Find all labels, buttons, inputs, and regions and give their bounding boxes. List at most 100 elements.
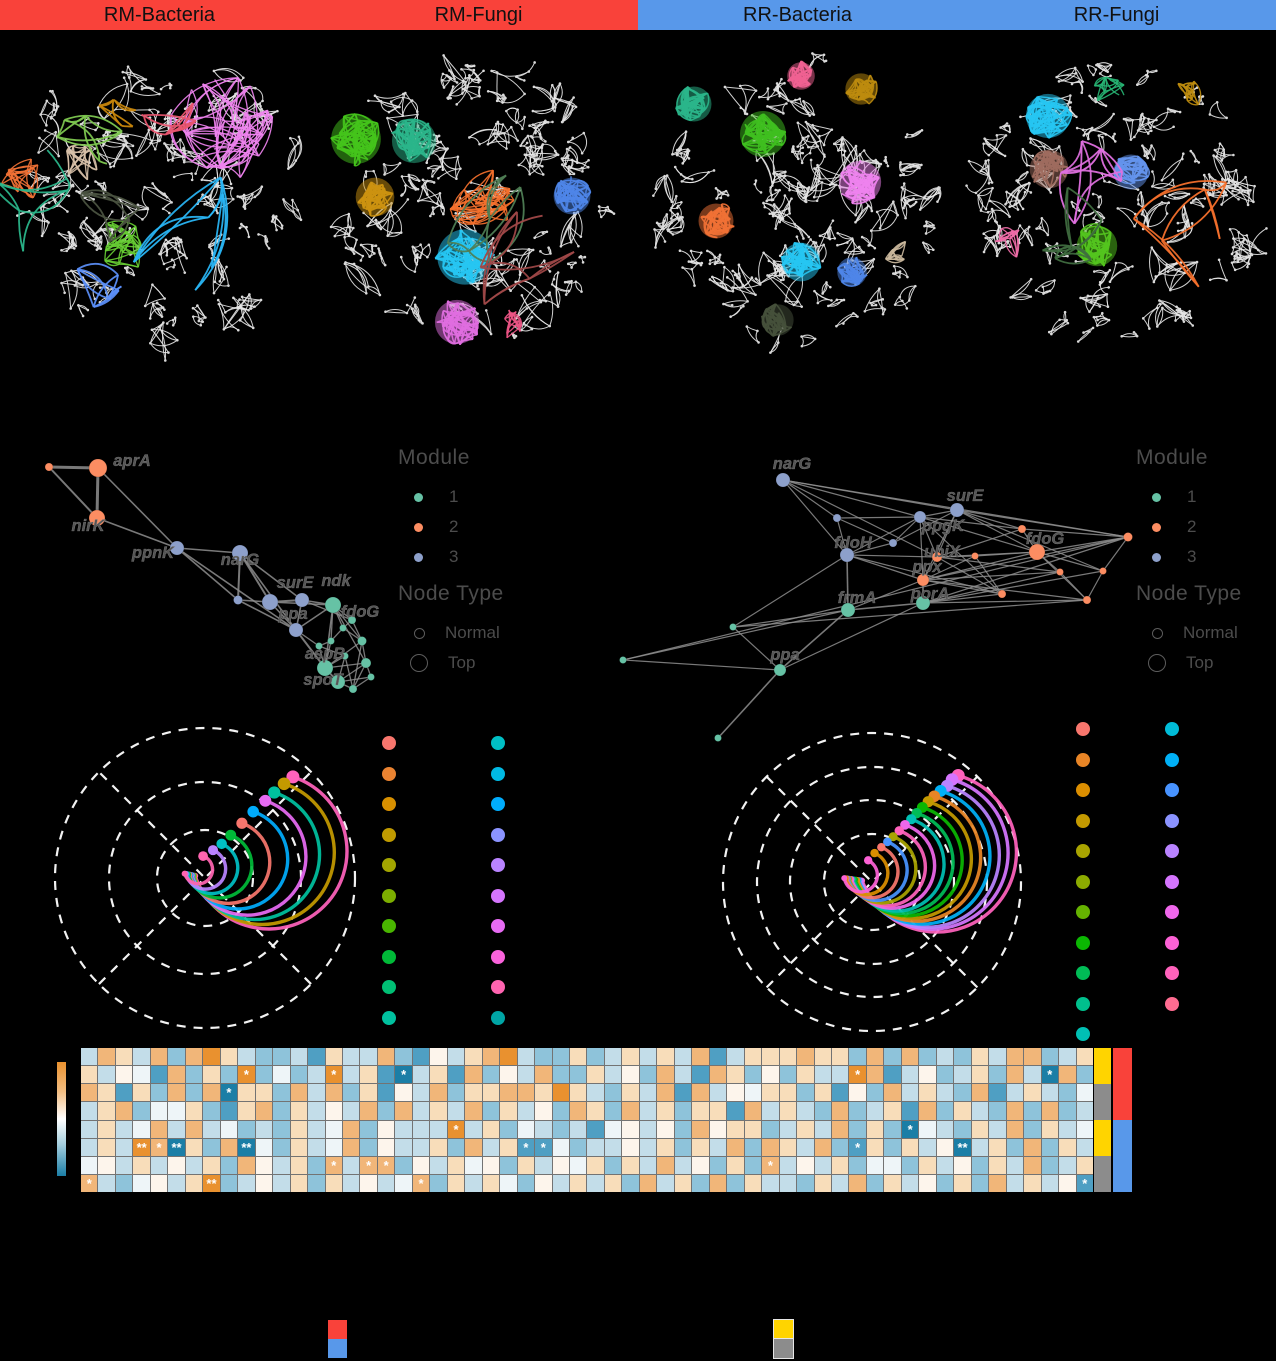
module-2-item: 2 [398,512,504,542]
module-legend-title: Module [398,446,470,469]
gene-label: narG [773,455,812,473]
heatmap-cell [552,1048,570,1066]
heatmap-cell [797,1048,814,1066]
heatmap-cell [150,1048,168,1066]
heatmap-cell [535,1084,552,1102]
heatmap-cell [98,1048,115,1066]
heatmap-cell [290,1066,308,1084]
heatmap-cell [465,1156,482,1174]
legend-dot [382,980,396,994]
heatmap-cell [412,1048,430,1066]
heatmap-cell [168,1174,185,1192]
heatmap-cell [238,1156,255,1174]
heatmap-cell [1041,1138,1059,1156]
heatmap-cell [901,1084,919,1102]
cooccurrence-network-rm-bacteria [0,65,303,362]
gene-node [775,472,791,488]
heatmap-cell [954,1084,971,1102]
heatmap-cell [500,1084,517,1102]
heatmap-cell [622,1066,639,1084]
heatmap-cell [919,1174,936,1192]
heatmap-cell: * [150,1138,168,1156]
heatmap-cell: * [535,1138,552,1156]
normal-node-icon [414,627,425,639]
cooccurrence-network-rm-fungi [329,54,616,346]
heatmap-cell [849,1084,866,1102]
heatmap-cell [674,1156,692,1174]
heatmap-cell [971,1138,989,1156]
heatmap-cell [674,1048,692,1066]
heatmap-cell [185,1102,203,1120]
heatmap-cell [325,1174,342,1192]
heatmap-cell [500,1156,517,1174]
polar-right-legend-col1 [1076,722,1090,1058]
heatmap-cell [674,1174,692,1192]
gene-node [88,509,106,527]
heatmap-cell [744,1084,762,1102]
gene-node [347,615,357,625]
heatmap-cell [1076,1156,1093,1174]
heatmap-cell [1059,1156,1076,1174]
legend-square-rr [328,1339,347,1358]
heatmap-cell [395,1048,412,1066]
heatmap-cell [273,1066,290,1084]
heatmap-cell [395,1084,412,1102]
heatmap-cell [1024,1174,1041,1192]
heatmap-cell [133,1102,150,1120]
heatmap-cell: ** [133,1138,150,1156]
legend-dot [1076,844,1090,858]
heatmap-cell [1006,1084,1024,1102]
gene-node [971,552,979,560]
gene-node [931,551,943,563]
heatmap-cell [570,1102,587,1120]
legend-dot [382,1010,396,1025]
normal-node-icon [1152,627,1163,639]
heatmap-cell: * [360,1156,377,1174]
heatmap-cell [133,1156,150,1174]
heatmap-cell [308,1174,325,1192]
heatmap-cell [971,1048,989,1066]
heatmap-cell [255,1048,273,1066]
gene-label: fdoG [1026,530,1065,548]
heatmap-cell [273,1138,290,1156]
heatmap-cell [115,1120,133,1138]
heatmap-cell [692,1102,709,1120]
heatmap-cell [1059,1174,1076,1192]
heatmap-cell [1059,1102,1076,1120]
gene-node [315,642,323,650]
heatmap-cell [639,1156,657,1174]
heatmap-cell [412,1138,430,1156]
heatmap-cell [517,1066,535,1084]
heatmap-cell [325,1084,342,1102]
gene-node [169,540,185,556]
heatmap-cell [762,1120,779,1138]
heatmap-cell [779,1120,797,1138]
legend-dot [491,980,505,994]
heatmap-cell: * [447,1120,465,1138]
heatmap-cell [1006,1174,1024,1192]
heatmap-cell [185,1048,203,1066]
heatmap-cell [98,1120,115,1138]
heatmap-cell [1041,1120,1059,1138]
row-annotation-inner [1094,1048,1111,1066]
heatmap-cell [395,1174,412,1192]
heatmap-cell [779,1156,797,1174]
heatmap-cell [570,1066,587,1084]
heatmap-cell [954,1048,971,1066]
heatmap-cell [465,1138,482,1156]
tab-rr-fungi: RR-Fungi [957,0,1276,30]
node-type-top-item: Top [1136,648,1242,678]
heatmap-cell [1059,1066,1076,1084]
row-annotation-outer [1113,1066,1132,1084]
heatmap-cell [744,1138,762,1156]
row-annotation-outer [1113,1084,1132,1102]
legend-dot [491,766,505,781]
heatmap-cell [552,1138,570,1156]
gene-node [888,538,898,548]
heatmap-cell [622,1138,639,1156]
polar-left-legend-col2 [491,736,505,1041]
heatmap-cell [901,1174,919,1192]
heatmap-cell [168,1066,185,1084]
heatmap-cell [98,1102,115,1120]
heatmap-cell: * [377,1156,395,1174]
